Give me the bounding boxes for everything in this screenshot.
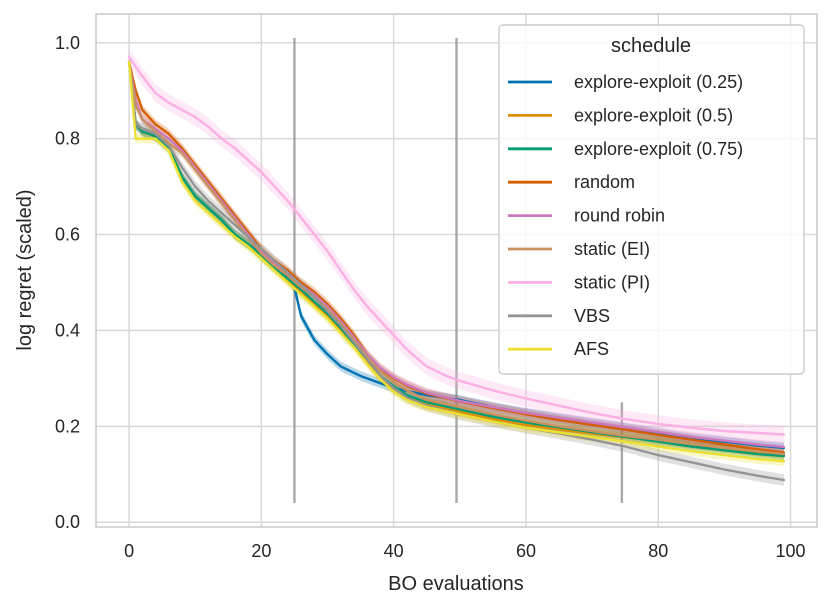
legend-item-round-robin: round robin: [508, 206, 665, 226]
legend-item-random: random: [508, 172, 635, 192]
y-tick-labels: 0.0 0.2 0.4 0.6 0.8 1.0: [55, 33, 80, 532]
x-tick-label: 60: [516, 541, 536, 561]
legend-label: explore-exploit (0.5): [574, 105, 733, 125]
x-tick-label: 40: [384, 541, 404, 561]
legend-item-static-ei: static (EI): [508, 239, 650, 259]
x-tick-labels: 0 20 40 60 80 100: [124, 541, 805, 561]
y-tick-label: 0.0: [55, 512, 80, 532]
legend-title: schedule: [611, 35, 691, 57]
legend-label: static (PI): [574, 272, 650, 292]
legend-item-vbs: VBS: [508, 306, 610, 326]
plot-frame: [95, 13, 818, 528]
series-line-vbs: [127, 60, 786, 482]
legend-label: static (EI): [574, 239, 650, 259]
legend-label: random: [574, 172, 635, 192]
x-tick-label: 20: [251, 541, 271, 561]
legend-item-static-pi: static (PI): [508, 272, 650, 292]
legend-item-afs: AFS: [508, 339, 609, 359]
legend-label: explore-exploit (0.25): [574, 72, 743, 92]
series-line-static-pi: [127, 55, 786, 436]
legend-item-explore-exploit-0-75: explore-exploit (0.75): [508, 139, 743, 159]
legend-item-explore-exploit-0-25: explore-exploit (0.25): [508, 72, 743, 92]
x-tick-label: 80: [648, 541, 668, 561]
band-afs: [129, 57, 784, 467]
series-line-random: [127, 60, 786, 454]
legend-items: explore-exploit (0.25) explore-exploit (0…: [508, 72, 743, 359]
legend-item-explore-exploit-0-5: explore-exploit (0.5): [508, 105, 733, 125]
y-axis-label: log regret (scaled): [14, 189, 36, 350]
y-tick-label: 0.4: [55, 320, 80, 340]
legend: schedule explore-exploit (0.25)explore-e…: [498, 24, 805, 375]
band-explore-exploit-0-75: [129, 57, 784, 461]
series-line-static-ei: [127, 60, 786, 456]
legend-label: AFS: [574, 339, 609, 359]
legend-label: VBS: [574, 306, 610, 326]
legend-label: round robin: [574, 206, 665, 226]
legend-box: [498, 24, 805, 375]
y-tick-label: 0.6: [55, 225, 80, 245]
legend-label: explore-exploit (0.75): [574, 139, 743, 159]
y-tick-label: 0.2: [55, 416, 80, 436]
x-axis-label: BO evaluations: [388, 573, 524, 595]
y-tick-label: 0.8: [55, 129, 80, 149]
y-tick-label: 1.0: [55, 33, 80, 53]
series-lines: [127, 55, 786, 482]
x-tick-label: 0: [124, 541, 134, 561]
x-tick-label: 100: [776, 541, 806, 561]
series-line-round-robin: [127, 60, 786, 449]
series-line-afs: [127, 60, 786, 463]
